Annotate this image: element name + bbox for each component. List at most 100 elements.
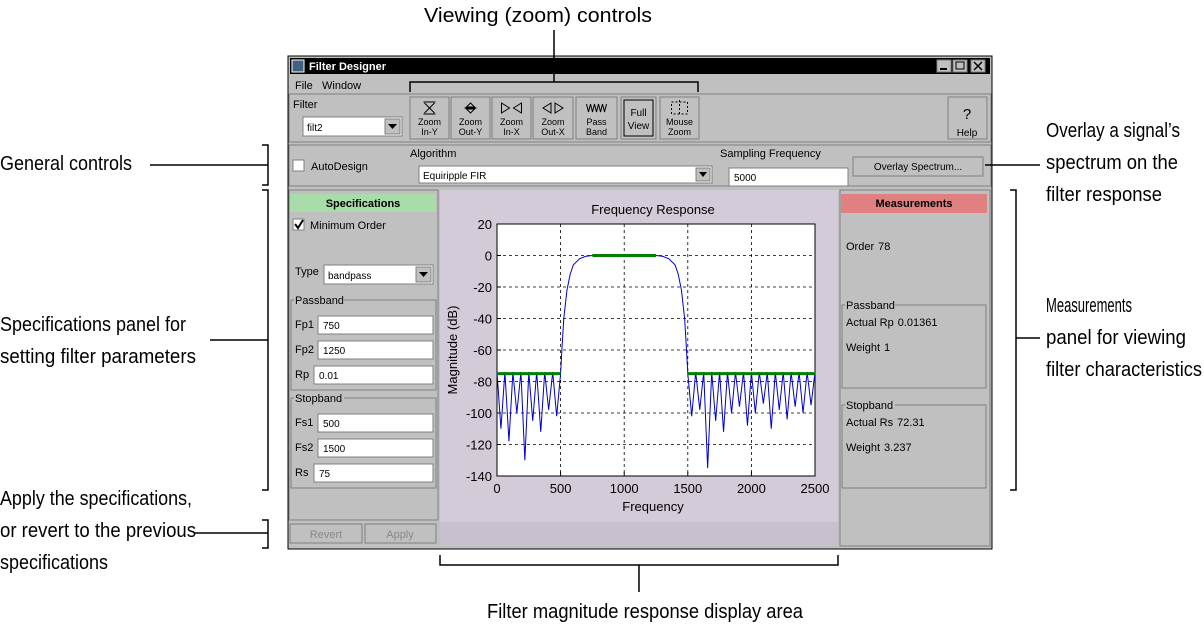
order-value: 78 — [878, 241, 890, 253]
button-label: View — [628, 121, 650, 132]
group-box — [290, 397, 437, 489]
x-tick-label: 2500 — [801, 481, 830, 496]
group-title-bg — [294, 294, 344, 306]
algorithm-label: Algorithm — [410, 148, 456, 160]
field-label: Rp — [295, 369, 309, 381]
measurements-panel — [839, 189, 991, 547]
x-tick-label: 500 — [550, 481, 572, 496]
overlay-button[interactable] — [852, 156, 984, 177]
type-value: bandpass — [328, 271, 371, 282]
algorithm-dropdown[interactable] — [418, 165, 713, 184]
measurement-value: 0.01361 — [898, 317, 938, 329]
order-text: Order 78 — [846, 241, 890, 253]
field-value: 1500 — [323, 444, 346, 455]
button-label: Zoom — [668, 127, 691, 137]
measurement-text: Weight 1 — [846, 342, 890, 354]
toolbar-button[interactable] — [491, 96, 532, 140]
measurement-text: Actual Rs 72.31 — [846, 417, 925, 429]
fs-label: Sampling Frequency — [720, 148, 821, 160]
maximize-icon — [955, 61, 965, 70]
annotation: Specifications panel for — [0, 314, 186, 336]
field-label: Fp1 — [295, 319, 314, 331]
toolbar-button[interactable] — [450, 96, 491, 140]
y-tick-label: -80 — [473, 375, 492, 390]
y-tick-label: 0 — [485, 249, 492, 264]
annotation: Viewing (zoom) controls — [424, 5, 652, 27]
specifications-bracket — [210, 189, 269, 491]
x-tick-label: 1000 — [610, 481, 639, 496]
autodesign-checkbox[interactable] — [292, 159, 305, 172]
toolbar-button[interactable] — [409, 96, 450, 140]
button-label: Full — [630, 108, 646, 119]
button-label: Out-Y — [459, 127, 483, 137]
measurement-label: Weight — [846, 342, 880, 354]
general-bracket — [150, 144, 269, 186]
specifications-title: Specifications — [326, 198, 401, 210]
app-icon — [291, 59, 305, 73]
field-input[interactable] — [317, 340, 434, 360]
group-title: Passband — [846, 300, 895, 312]
annotation: filter characteristics — [1046, 359, 1202, 381]
filter-label: Filter — [293, 99, 318, 111]
dropdown-arrow — [699, 172, 707, 177]
x-tick-label: 1500 — [673, 481, 702, 496]
help-button[interactable] — [947, 96, 988, 140]
measurement-label: Weight — [846, 442, 880, 454]
specifications-header — [290, 194, 436, 212]
annotations: Viewing (zoom) controls General controls O… — [0, 5, 1202, 623]
spec-groups: Passband Fp1 750 Fp2 1250 Rp 0.01 Stopband Fs1 50… — [290, 294, 437, 489]
annotation: Measurements — [1046, 295, 1132, 317]
display-bracket — [439, 555, 839, 592]
help-label: Help — [957, 128, 978, 139]
title-bar — [290, 58, 990, 74]
field-input[interactable] — [317, 413, 434, 433]
type-dropdown[interactable] — [323, 264, 434, 285]
plot-panel-footer — [440, 522, 838, 546]
button-label: Mouse — [666, 117, 693, 127]
field-label: Rs — [295, 467, 309, 479]
measurements-title: Measurements — [875, 198, 952, 210]
series-line — [496, 255, 816, 469]
revert-button[interactable] — [289, 523, 363, 544]
fs-value: 5000 — [734, 173, 757, 184]
y-tick-label: -120 — [466, 438, 492, 453]
x-axis-label: Frequency — [622, 499, 684, 514]
field-input[interactable] — [317, 438, 434, 458]
filter-value: filt2 — [307, 123, 323, 134]
field-value: 1250 — [323, 346, 346, 357]
menu-file[interactable]: File — [295, 80, 313, 92]
minimize-button[interactable] — [936, 59, 952, 73]
fs-input[interactable] — [728, 167, 849, 187]
group-title-bg — [294, 392, 344, 404]
button-icon — [671, 100, 688, 116]
autodesign-label: AutoDesign — [311, 161, 368, 173]
group-box — [841, 404, 987, 489]
toolbar-button[interactable] — [620, 96, 657, 140]
group-title: Passband — [295, 295, 344, 307]
button-icon — [464, 102, 477, 114]
order-label: Order — [846, 241, 874, 253]
y-tick-label: -40 — [473, 312, 492, 327]
apply-button[interactable] — [364, 523, 437, 544]
filter-dropdown[interactable] — [302, 116, 403, 137]
measurement-groups: Passband Actual Rp 0.01361 Weight 1 Stopband A… — [841, 299, 987, 489]
button-frame — [623, 99, 654, 137]
menu-window[interactable]: Window — [322, 80, 361, 92]
field-input[interactable] — [313, 365, 434, 385]
annotation: Overlay a signal’s — [1046, 120, 1180, 142]
button-label: Zoom — [541, 117, 564, 127]
window-buttons[interactable] — [936, 59, 986, 73]
close-icon — [973, 61, 983, 71]
field-label: Fs1 — [295, 417, 313, 429]
x-tick-label: 0 — [493, 481, 500, 496]
algorithm-value: Equiripple FIR — [423, 171, 486, 182]
minimum-order-checkbox[interactable] — [292, 218, 305, 231]
toolbar-button[interactable] — [532, 96, 574, 140]
check-mark — [294, 219, 304, 230]
y-tick-label: 20 — [478, 217, 492, 232]
field-input[interactable] — [313, 463, 434, 483]
annotation: setting filter parameters — [0, 346, 196, 368]
toolbar-button[interactable] — [575, 96, 618, 140]
type-label: Type — [295, 266, 319, 278]
field-input[interactable] — [317, 315, 434, 335]
